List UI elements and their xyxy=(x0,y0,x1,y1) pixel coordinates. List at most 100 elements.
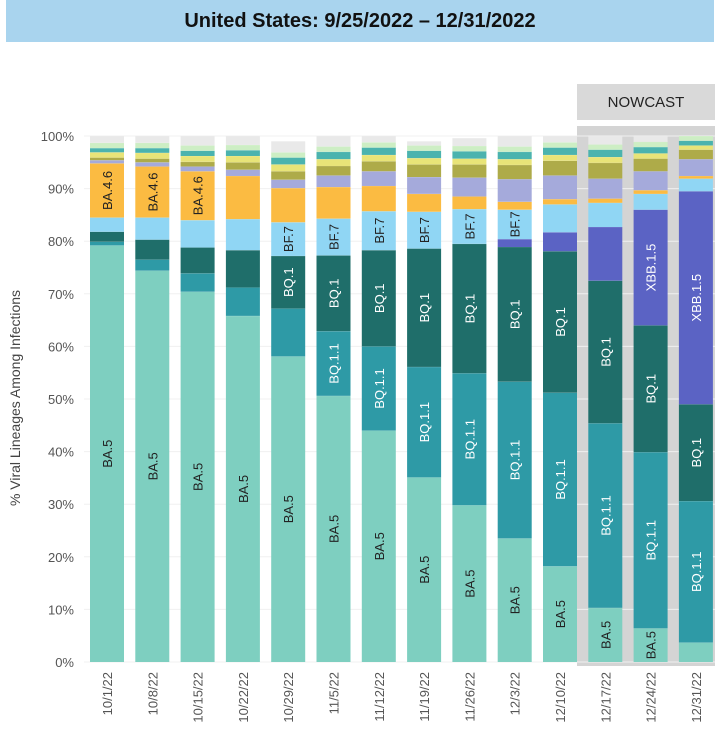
bar-segment xyxy=(180,150,215,156)
bar-segment xyxy=(316,395,351,662)
y-tick-label: 60% xyxy=(48,339,74,354)
bar-segment xyxy=(225,144,260,151)
segment-label: BA.5 xyxy=(145,452,160,480)
segment-label: BA.5 xyxy=(462,570,477,598)
bar-segment xyxy=(271,356,306,662)
segment-label: BQ.1 xyxy=(417,293,432,323)
bar-segment xyxy=(361,346,396,431)
bar-column xyxy=(633,135,668,662)
bar-segment xyxy=(135,158,170,163)
bar-segment xyxy=(543,566,577,662)
bar-segment xyxy=(452,151,487,159)
bar-segment xyxy=(180,247,215,274)
x-tick-label: 12/24/22 xyxy=(644,672,659,723)
bar-segment xyxy=(135,259,170,271)
bar-column xyxy=(271,140,306,662)
bar-segment xyxy=(633,628,668,662)
segment-label: BQ.1 xyxy=(281,267,296,297)
bar-segment xyxy=(588,157,623,163)
bar-segment xyxy=(633,193,668,210)
bar-segment xyxy=(678,140,713,146)
bar-segment xyxy=(180,155,215,162)
bar-segment xyxy=(452,164,487,178)
segment-label: BA.5 xyxy=(191,463,206,491)
bar-column xyxy=(678,135,713,662)
segment-label: BF.7 xyxy=(462,213,477,239)
bar-segment xyxy=(497,209,532,240)
bar-segment xyxy=(452,177,487,197)
bar-segment xyxy=(90,245,124,662)
bar-segment xyxy=(588,607,623,662)
bar-column xyxy=(543,135,577,662)
x-tick-label: 12/10/22 xyxy=(553,672,568,723)
bar-segment xyxy=(407,164,442,178)
bar-column xyxy=(180,135,215,662)
bar-segment xyxy=(271,179,306,189)
bar-segment xyxy=(678,501,713,643)
bar-segment xyxy=(361,147,396,155)
bar-segment xyxy=(135,166,170,218)
segment-label: BF.7 xyxy=(508,211,523,237)
y-tick-label: 0% xyxy=(55,655,74,670)
bar-segment xyxy=(407,150,442,159)
bar-column xyxy=(588,135,623,662)
segment-label: BA.5 xyxy=(553,600,568,628)
bar-segment xyxy=(678,191,713,405)
bar-segment xyxy=(407,141,442,146)
title-bar: United States: 9/25/2022 – 12/31/2022 xyxy=(6,0,714,42)
bar-segment xyxy=(452,373,487,506)
y-tick-label: 70% xyxy=(48,287,74,302)
bar-column xyxy=(361,135,396,662)
bar-segment xyxy=(271,255,306,309)
bar-segment xyxy=(271,164,306,172)
bar-segment xyxy=(90,152,124,158)
bar-column xyxy=(407,140,442,662)
bar-segment xyxy=(678,136,713,141)
bar-segment xyxy=(633,325,668,453)
bar-segment xyxy=(361,185,396,212)
bar-segment xyxy=(497,239,532,247)
bar-segment xyxy=(588,226,623,281)
bar-segment xyxy=(452,505,487,662)
bar-segment xyxy=(271,188,306,223)
bar-segment xyxy=(543,392,577,567)
bar-segment xyxy=(407,193,442,212)
bar-segment xyxy=(543,136,577,143)
bar-segment xyxy=(90,231,124,242)
segment-label: BQ.1 xyxy=(598,337,613,367)
bar-segment xyxy=(588,198,623,203)
segment-label: BF.7 xyxy=(417,217,432,243)
bar-segment xyxy=(225,150,260,156)
x-tick-label: 11/5/22 xyxy=(327,672,342,714)
bar-segment xyxy=(452,209,487,244)
bar-segment xyxy=(497,136,532,147)
bar-segment xyxy=(497,146,532,152)
bar-segment xyxy=(90,157,124,161)
bar-segment xyxy=(543,204,577,233)
bar-segment xyxy=(361,211,396,251)
bar-segment xyxy=(361,161,396,172)
bar-column xyxy=(497,135,532,662)
segment-label: BQ.1 xyxy=(644,374,659,404)
bar-segment xyxy=(135,270,170,662)
bar-segment xyxy=(543,160,577,176)
bar-segment xyxy=(633,158,668,172)
bar-segment xyxy=(543,154,577,161)
bar-segment xyxy=(407,477,442,662)
bar-segment xyxy=(678,404,713,502)
bar-segment xyxy=(225,162,260,170)
bar-segment xyxy=(678,149,713,160)
bar-segment xyxy=(180,136,215,146)
bar-segment xyxy=(361,430,396,662)
bar-segment xyxy=(543,251,577,393)
bar-segment xyxy=(633,452,668,629)
bar-segment xyxy=(407,177,442,194)
bar-segment xyxy=(407,366,442,478)
bar-segment xyxy=(543,142,577,148)
segment-label: BA.5 xyxy=(281,495,296,523)
segment-label: BQ.1.1 xyxy=(508,440,523,480)
bar-segment xyxy=(225,169,260,176)
segment-label: BQ.1 xyxy=(553,307,568,337)
segment-label: BA.5 xyxy=(598,621,613,649)
